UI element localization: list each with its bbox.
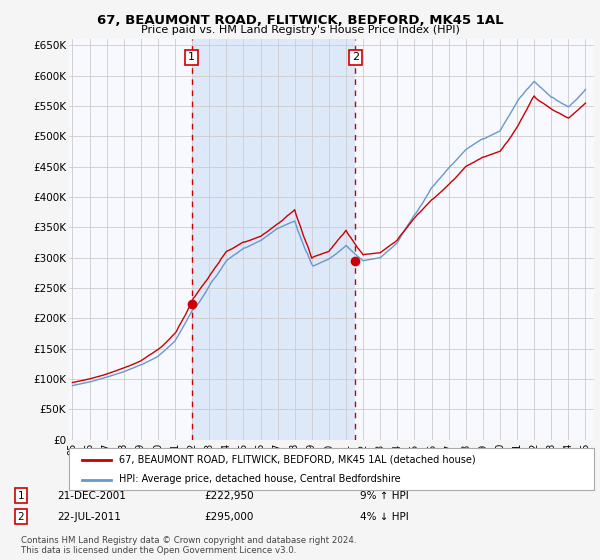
Text: Price paid vs. HM Land Registry's House Price Index (HPI): Price paid vs. HM Land Registry's House … bbox=[140, 25, 460, 35]
Text: 21-DEC-2001: 21-DEC-2001 bbox=[57, 491, 126, 501]
Text: £222,950: £222,950 bbox=[204, 491, 254, 501]
Text: 4% ↓ HPI: 4% ↓ HPI bbox=[360, 512, 409, 522]
Text: HPI: Average price, detached house, Central Bedfordshire: HPI: Average price, detached house, Cent… bbox=[119, 474, 401, 484]
Text: 1: 1 bbox=[17, 491, 25, 501]
Text: £295,000: £295,000 bbox=[204, 512, 253, 522]
Text: 22-JUL-2011: 22-JUL-2011 bbox=[57, 512, 121, 522]
Text: Contains HM Land Registry data © Crown copyright and database right 2024.
This d: Contains HM Land Registry data © Crown c… bbox=[21, 536, 356, 556]
Bar bbox=[191, 39, 355, 440]
Text: 67, BEAUMONT ROAD, FLITWICK, BEDFORD, MK45 1AL (detached house): 67, BEAUMONT ROAD, FLITWICK, BEDFORD, MK… bbox=[119, 455, 476, 465]
Text: 2: 2 bbox=[352, 53, 359, 62]
Text: 2: 2 bbox=[17, 512, 25, 522]
Text: 1: 1 bbox=[188, 53, 195, 62]
Text: 9% ↑ HPI: 9% ↑ HPI bbox=[360, 491, 409, 501]
Text: 67, BEAUMONT ROAD, FLITWICK, BEDFORD, MK45 1AL: 67, BEAUMONT ROAD, FLITWICK, BEDFORD, MK… bbox=[97, 14, 503, 27]
